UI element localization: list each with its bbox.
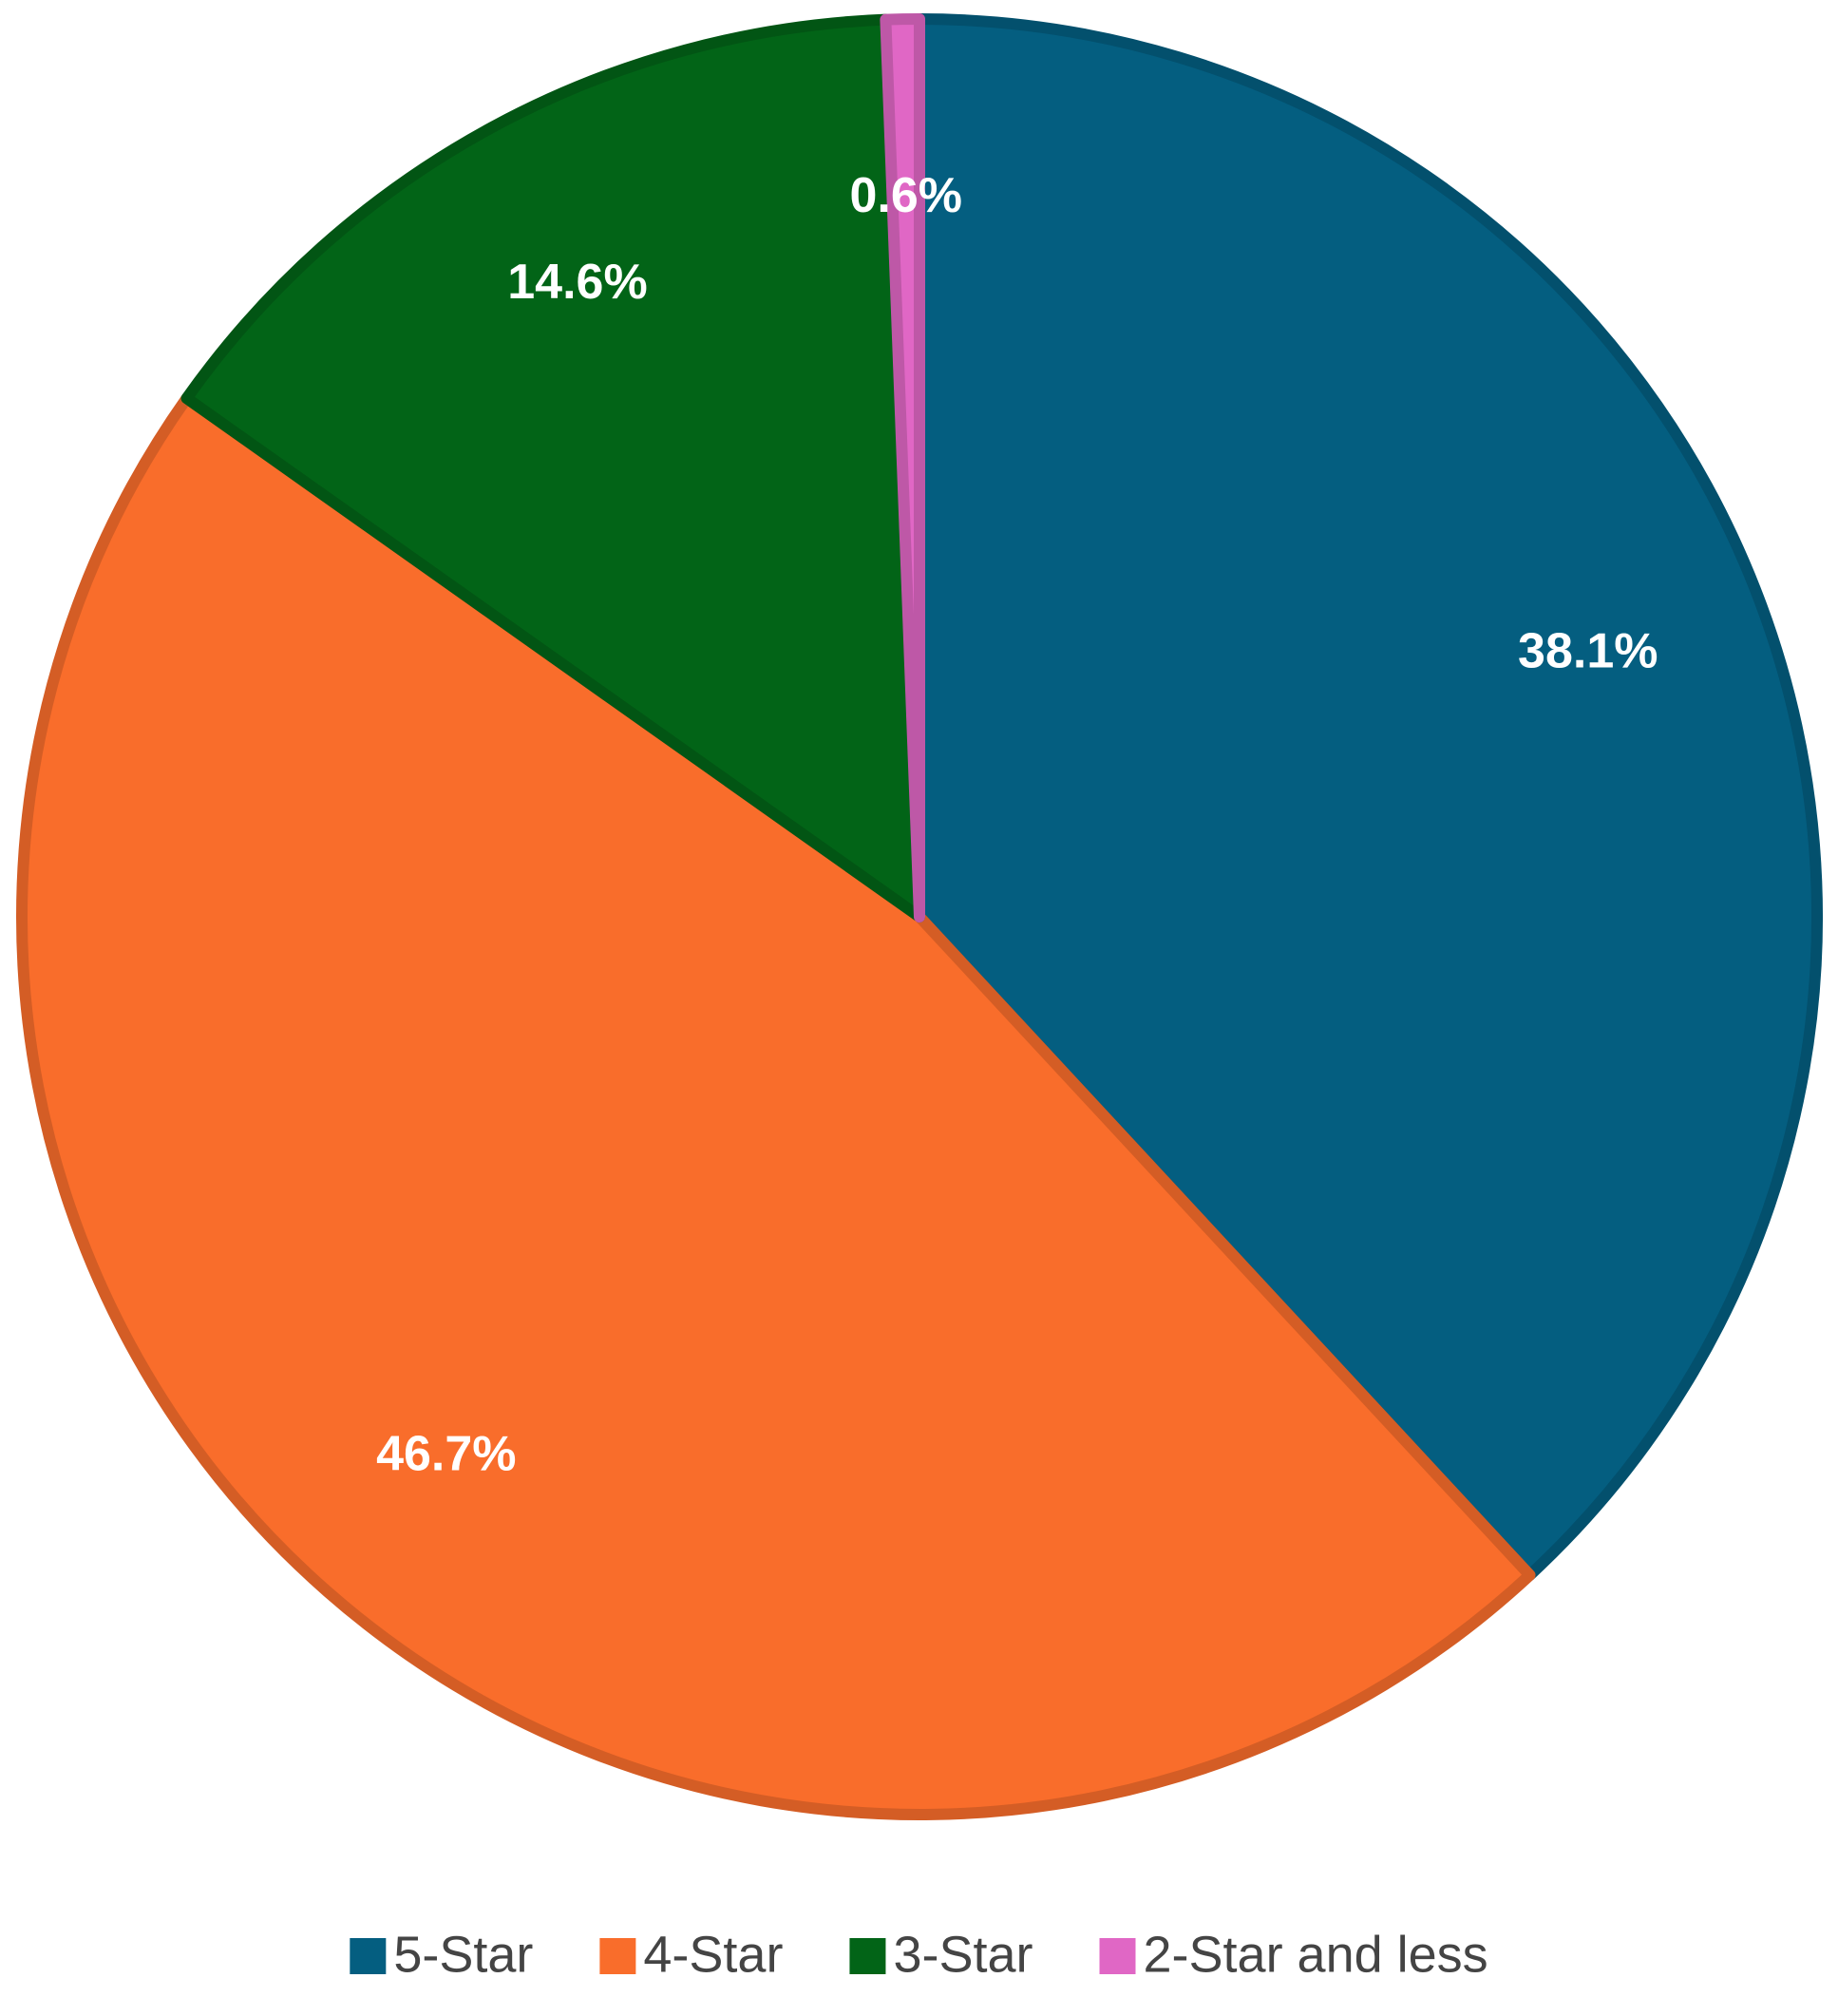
legend-label: 5-Star: [393, 1926, 533, 1983]
legend-swatch: [849, 1938, 886, 1974]
pie-slice: [180, 13, 925, 922]
legend-label: 2-Star and less: [1144, 1926, 1488, 1983]
pie-slice: [880, 13, 925, 922]
data-label: 46.7%: [376, 1426, 516, 1481]
pie-slice: [914, 13, 1823, 1581]
legend-swatch: [599, 1938, 636, 1974]
legend-label: 3-Star: [893, 1926, 1033, 1983]
pie-slice: [15, 392, 1536, 1821]
data-label: 0.6%: [849, 168, 962, 223]
data-label: 38.1%: [1518, 624, 1658, 679]
legend: 5-Star 4-Star 3-Star 2-Star and less: [350, 1926, 1488, 1983]
legend-label: 4-Star: [643, 1926, 783, 1983]
legend-swatch: [1099, 1938, 1136, 1974]
data-label: 14.6%: [507, 255, 647, 310]
legend-swatch: [350, 1938, 387, 1974]
